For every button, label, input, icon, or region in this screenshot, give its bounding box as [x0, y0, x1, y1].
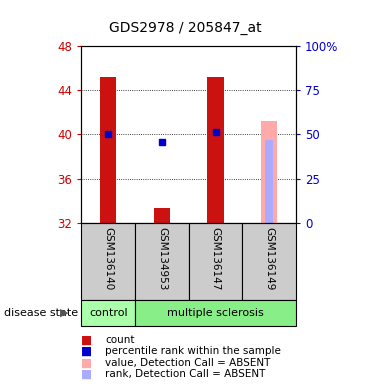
Bar — [189, 223, 242, 300]
Text: percentile rank within the sample: percentile rank within the sample — [105, 346, 281, 356]
Bar — [100, 77, 116, 223]
Bar — [135, 223, 189, 300]
Text: rank, Detection Call = ABSENT: rank, Detection Call = ABSENT — [105, 369, 266, 379]
Bar — [154, 209, 170, 223]
Text: ■: ■ — [81, 333, 92, 346]
Text: disease state: disease state — [4, 308, 78, 318]
Text: ■: ■ — [81, 345, 92, 358]
Bar — [261, 121, 277, 223]
Text: GSM136149: GSM136149 — [264, 227, 274, 290]
Bar — [265, 140, 273, 223]
Text: GSM136147: GSM136147 — [211, 227, 221, 290]
Text: GSM136140: GSM136140 — [103, 227, 113, 290]
Text: GSM134953: GSM134953 — [157, 227, 167, 290]
Text: ■: ■ — [81, 356, 92, 369]
Text: count: count — [105, 335, 135, 345]
Bar — [135, 300, 296, 326]
Text: control: control — [89, 308, 128, 318]
Bar — [208, 77, 223, 223]
Bar — [81, 223, 135, 300]
Bar — [81, 300, 135, 326]
Text: ▶: ▶ — [60, 308, 68, 318]
Text: GDS2978 / 205847_at: GDS2978 / 205847_at — [109, 21, 261, 35]
Text: multiple sclerosis: multiple sclerosis — [167, 308, 264, 318]
Text: ■: ■ — [81, 368, 92, 381]
Bar — [242, 223, 296, 300]
Text: value, Detection Call = ABSENT: value, Detection Call = ABSENT — [105, 358, 271, 368]
